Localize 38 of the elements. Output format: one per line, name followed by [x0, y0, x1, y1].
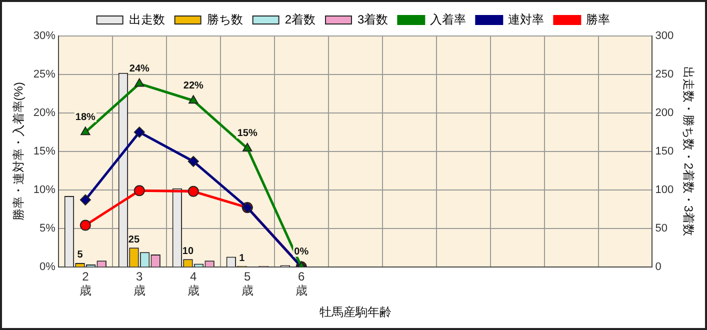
y2-tick-label: 250	[655, 68, 674, 80]
data-label: 24%	[129, 63, 150, 74]
data-label: 15%	[237, 128, 258, 140]
data-label: 25	[128, 234, 140, 246]
data-label: 0%	[294, 246, 309, 258]
legend-label: 出走数	[128, 12, 165, 26]
data-label: 18%	[75, 112, 96, 123]
legend-label: 連対率	[508, 12, 544, 26]
legend-label: 2着数	[284, 12, 316, 26]
data-label: 1	[239, 252, 246, 264]
y-tick-label: 5%	[40, 222, 56, 234]
y-tick-label: 0%	[40, 260, 56, 273]
legend-label: 勝率	[586, 12, 610, 26]
x-tick-label: 6歳	[295, 269, 308, 298]
x-tick-label: 3歳	[133, 269, 146, 298]
y-tick-label: 30%	[33, 30, 56, 42]
x-tick-label: 4歳	[187, 269, 200, 298]
legend-label: 入着率	[430, 12, 466, 26]
y-tick-label: 15%	[33, 145, 56, 158]
y2-tick-label: 200	[655, 106, 674, 119]
y-tick-label: 10%	[33, 184, 56, 196]
x-tick-label: 5歳	[241, 269, 254, 298]
y2-tick-label: 150	[655, 145, 674, 158]
data-label: 10	[182, 246, 194, 257]
y-tick-label: 25%	[33, 68, 56, 80]
legend-label: 3着数	[358, 12, 388, 26]
x-tick-label: 2歳	[79, 269, 92, 298]
y2-tick-label: 50	[655, 222, 668, 234]
data-label: 5	[77, 250, 84, 261]
data-label: 22%	[183, 80, 204, 92]
x-axis-title: 牡馬産駒年齢	[319, 305, 392, 320]
y-tick-label: 20%	[33, 106, 56, 119]
y2-tick-label: 100	[655, 184, 674, 196]
legend-label: 勝ち数	[206, 12, 243, 26]
y2-tick-label: 300	[655, 30, 674, 42]
y2-tick-label: 0	[655, 260, 662, 273]
y2-axis-title: 出走数・勝ち数・2着数・3着数	[681, 66, 696, 236]
y-axis-title: 勝率・連対率・入着率(%)	[12, 82, 26, 221]
